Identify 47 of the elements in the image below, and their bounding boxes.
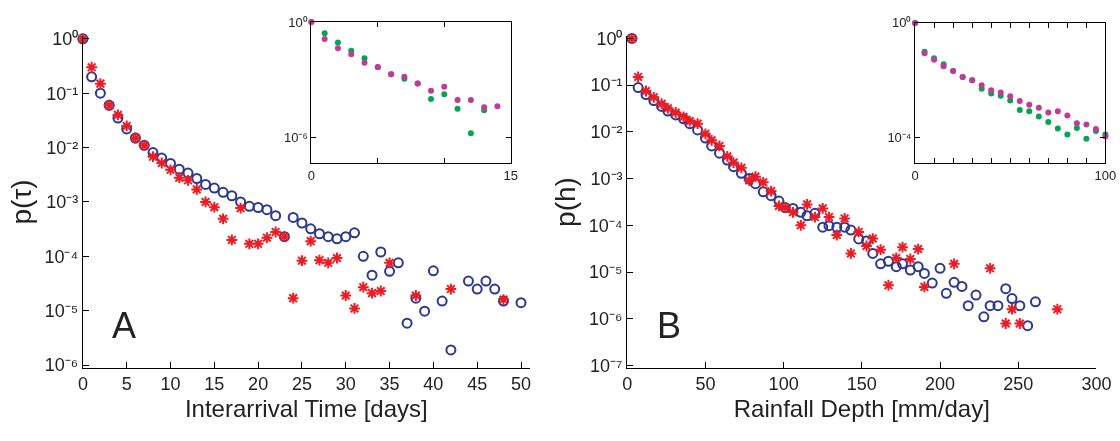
y-tick-label: 10⁻⁷ xyxy=(589,355,623,376)
y-axis-title: p(τ) xyxy=(6,179,38,225)
y-tick-label: 10⁻⁶ xyxy=(589,309,623,330)
y-tick-label: 10⁻³ xyxy=(590,168,623,189)
y-tick-label: 10⁻⁵ xyxy=(44,300,79,321)
x-tick-label: 100 xyxy=(768,374,799,395)
x-tick-label: 10 xyxy=(160,374,181,395)
y-tick-label: 10⁻² xyxy=(590,122,623,143)
y-tick-label: 10⁻⁴ xyxy=(44,246,79,267)
y-tick-label: 10⁻⁴ xyxy=(588,215,623,236)
x-tick-label: 0 xyxy=(911,167,919,183)
x-tick-label: 35 xyxy=(379,374,400,395)
y-tick-label: 10⁰ xyxy=(596,28,623,49)
x-tick-label: 250 xyxy=(1003,374,1034,395)
x-tick-label: 50 xyxy=(695,374,716,395)
x-tick-label: 200 xyxy=(925,374,956,395)
annotation: A xyxy=(112,305,137,346)
x-tick-label: 0 xyxy=(77,374,88,395)
y-tick-label: 10⁻⁶ xyxy=(283,129,308,145)
x-tick-label: 40 xyxy=(423,374,444,395)
annotation: B xyxy=(657,305,682,346)
y-tick-label: 10⁻¹ xyxy=(46,83,79,104)
x-tick-label: 0 xyxy=(622,374,633,395)
x-tick-label: 25 xyxy=(291,374,312,395)
y-tick-label: 10⁰ xyxy=(288,14,308,30)
y-tick-label: 10⁰ xyxy=(891,15,912,31)
y-tick-label: 10⁻⁴ xyxy=(887,130,912,146)
x-tick-label: 0 xyxy=(307,167,315,183)
y-tick-label: 10⁻⁶ xyxy=(44,355,79,376)
x-tick-label: 15 xyxy=(204,374,225,395)
x-tick-label: 20 xyxy=(248,374,269,395)
x-axis-title: Rainfall Depth [mm/day] xyxy=(733,394,990,422)
x-tick-label: 100 xyxy=(1094,167,1117,183)
x-axis-title: Interarrival Time [days] xyxy=(184,394,428,422)
x-tick-label: 50 xyxy=(510,374,532,395)
y-tick-label: 10⁻³ xyxy=(46,192,79,213)
x-tick-label: 5 xyxy=(121,374,132,395)
x-tick-label: 300 xyxy=(1081,374,1112,395)
x-tick-label: 15 xyxy=(503,167,518,183)
y-tick-label: 10⁻⁵ xyxy=(589,262,623,283)
y-tick-label: 10⁰ xyxy=(52,29,79,50)
y-tick-label: 10⁻² xyxy=(46,137,79,158)
y-tick-label: 10⁻¹ xyxy=(590,75,623,96)
x-tick-label: 45 xyxy=(467,374,488,395)
y-axis-title: p(h) xyxy=(550,177,582,227)
x-tick-label: 150 xyxy=(846,374,877,395)
x-tick-label: 30 xyxy=(335,374,356,395)
